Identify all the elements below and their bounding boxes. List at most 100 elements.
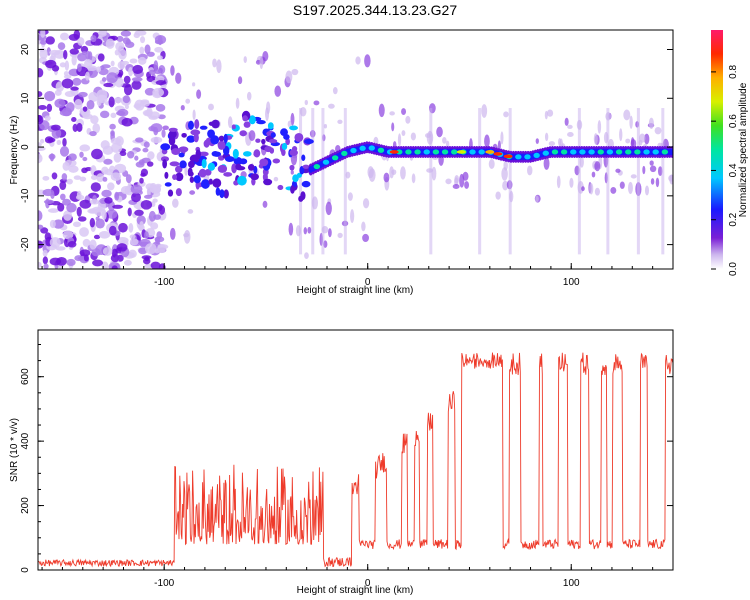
heatmap-cell bbox=[591, 171, 596, 178]
heatmap-cell bbox=[102, 247, 113, 256]
heatmap-cell bbox=[502, 180, 509, 191]
heatmap-cell bbox=[630, 139, 637, 149]
heatmap-cell bbox=[64, 60, 70, 71]
heatmap-cell bbox=[56, 139, 62, 146]
heatmap-cell bbox=[118, 222, 128, 233]
heatmap-cell bbox=[203, 139, 210, 148]
spectrogram-frame bbox=[37, 29, 674, 270]
heatmap-cell bbox=[93, 234, 101, 240]
heatmap-cell bbox=[243, 56, 247, 63]
ridge-peak bbox=[652, 149, 659, 155]
heatmap-cell bbox=[71, 54, 77, 66]
heatmap-cell bbox=[40, 227, 49, 234]
heatmap-cell bbox=[501, 167, 508, 181]
heatmap-cell bbox=[131, 77, 143, 82]
heatmap-cell bbox=[193, 175, 201, 184]
x-tick-label: 100 bbox=[563, 277, 580, 288]
spectrogram-y-tick-label: -20 bbox=[20, 237, 31, 252]
heatmap-cell bbox=[503, 111, 509, 118]
heatmap-cell bbox=[104, 197, 113, 204]
heatmap-cell bbox=[103, 82, 114, 88]
heatmap-cell bbox=[215, 187, 221, 196]
heatmap-cell bbox=[248, 115, 256, 125]
heatmap-cell bbox=[175, 72, 182, 84]
heatmap-cell bbox=[110, 254, 120, 263]
heatmap-cell bbox=[40, 40, 47, 45]
heatmap-cell bbox=[38, 114, 44, 125]
heatmap-cell bbox=[127, 207, 132, 217]
heatmap-cell bbox=[110, 60, 115, 67]
ridge-peak bbox=[441, 149, 449, 155]
heatmap-cell bbox=[302, 164, 310, 169]
heatmap-cell bbox=[172, 174, 178, 180]
heatmap-cell bbox=[40, 138, 45, 144]
heatmap-cell bbox=[231, 163, 237, 174]
heatmap-cell bbox=[164, 171, 169, 179]
heatmap-cell bbox=[78, 91, 88, 98]
heatmap-cell bbox=[86, 99, 95, 110]
spectrogram-y-tick-label: 20 bbox=[20, 44, 31, 56]
snr-y-tick-label: 600 bbox=[20, 368, 31, 385]
heatmap-cell bbox=[211, 151, 219, 157]
heatmap-cell bbox=[364, 54, 371, 68]
heatmap-cell bbox=[224, 156, 235, 162]
heatmap-cell bbox=[149, 184, 158, 193]
heatmap-cell bbox=[362, 198, 370, 209]
heatmap-cell bbox=[63, 49, 68, 60]
heatmap-cell bbox=[79, 227, 89, 237]
heatmap-cell bbox=[47, 208, 59, 213]
heatmap-cell bbox=[650, 178, 655, 185]
heatmap-cell bbox=[89, 239, 97, 250]
heatmap-cell bbox=[46, 103, 53, 113]
heatmap-cell bbox=[109, 123, 116, 130]
heatmap-cell bbox=[535, 138, 539, 144]
heatmap-cell bbox=[644, 133, 650, 145]
heatmap-cell bbox=[593, 133, 598, 145]
heatmap-streak bbox=[661, 108, 665, 255]
heatmap-cell bbox=[199, 125, 208, 130]
heatmap-cell bbox=[619, 181, 625, 189]
heatmap-cell bbox=[38, 146, 46, 152]
heatmap-streak bbox=[321, 108, 325, 255]
heatmap-cell bbox=[139, 220, 144, 231]
heatmap-cell bbox=[290, 112, 295, 126]
heatmap-cell bbox=[246, 91, 252, 101]
colorbar-label: Normalized spectral amplitude bbox=[738, 82, 749, 217]
heatmap-cell bbox=[594, 161, 601, 172]
heatmap-cell bbox=[436, 126, 443, 138]
heatmap-cell bbox=[72, 123, 78, 132]
heatmap-cell bbox=[223, 189, 229, 199]
spectrogram-y-tick-label: 0 bbox=[20, 144, 31, 150]
heatmap-cell bbox=[454, 175, 460, 184]
heatmap-cell bbox=[82, 106, 88, 112]
heatmap-cell bbox=[79, 249, 91, 257]
heatmap-cell bbox=[289, 125, 298, 131]
snr-x-label: Height of straight line (km) bbox=[297, 585, 414, 596]
heatmap-cell bbox=[211, 119, 220, 129]
heatmap-cell bbox=[134, 209, 144, 216]
heatmap-cell bbox=[204, 168, 212, 176]
heatmap-cell bbox=[452, 183, 460, 189]
heatmap-cell bbox=[40, 30, 46, 38]
heatmap-cell bbox=[198, 151, 209, 157]
heatmap-cell bbox=[410, 132, 416, 141]
heatmap-cell bbox=[136, 215, 146, 226]
heatmap-cell bbox=[115, 41, 125, 51]
heatmap-cell bbox=[59, 146, 70, 157]
heatmap-cell bbox=[648, 117, 654, 130]
heatmap-cell bbox=[300, 191, 306, 201]
heatmap-cell bbox=[247, 163, 255, 171]
heatmap-cell bbox=[405, 115, 411, 124]
heatmap-cell bbox=[77, 216, 87, 222]
ridge-peak bbox=[542, 150, 549, 156]
heatmap-cell bbox=[337, 232, 343, 239]
heatmap-cell bbox=[143, 141, 150, 148]
heatmap-cell bbox=[597, 120, 602, 134]
heatmap-cell bbox=[161, 129, 166, 138]
heatmap-cell bbox=[223, 172, 233, 177]
heatmap-cell bbox=[464, 181, 470, 189]
heatmap-cell bbox=[155, 80, 167, 86]
ridge-core bbox=[669, 148, 673, 156]
heatmap-cell bbox=[288, 222, 294, 236]
heatmap-cell bbox=[307, 226, 312, 234]
